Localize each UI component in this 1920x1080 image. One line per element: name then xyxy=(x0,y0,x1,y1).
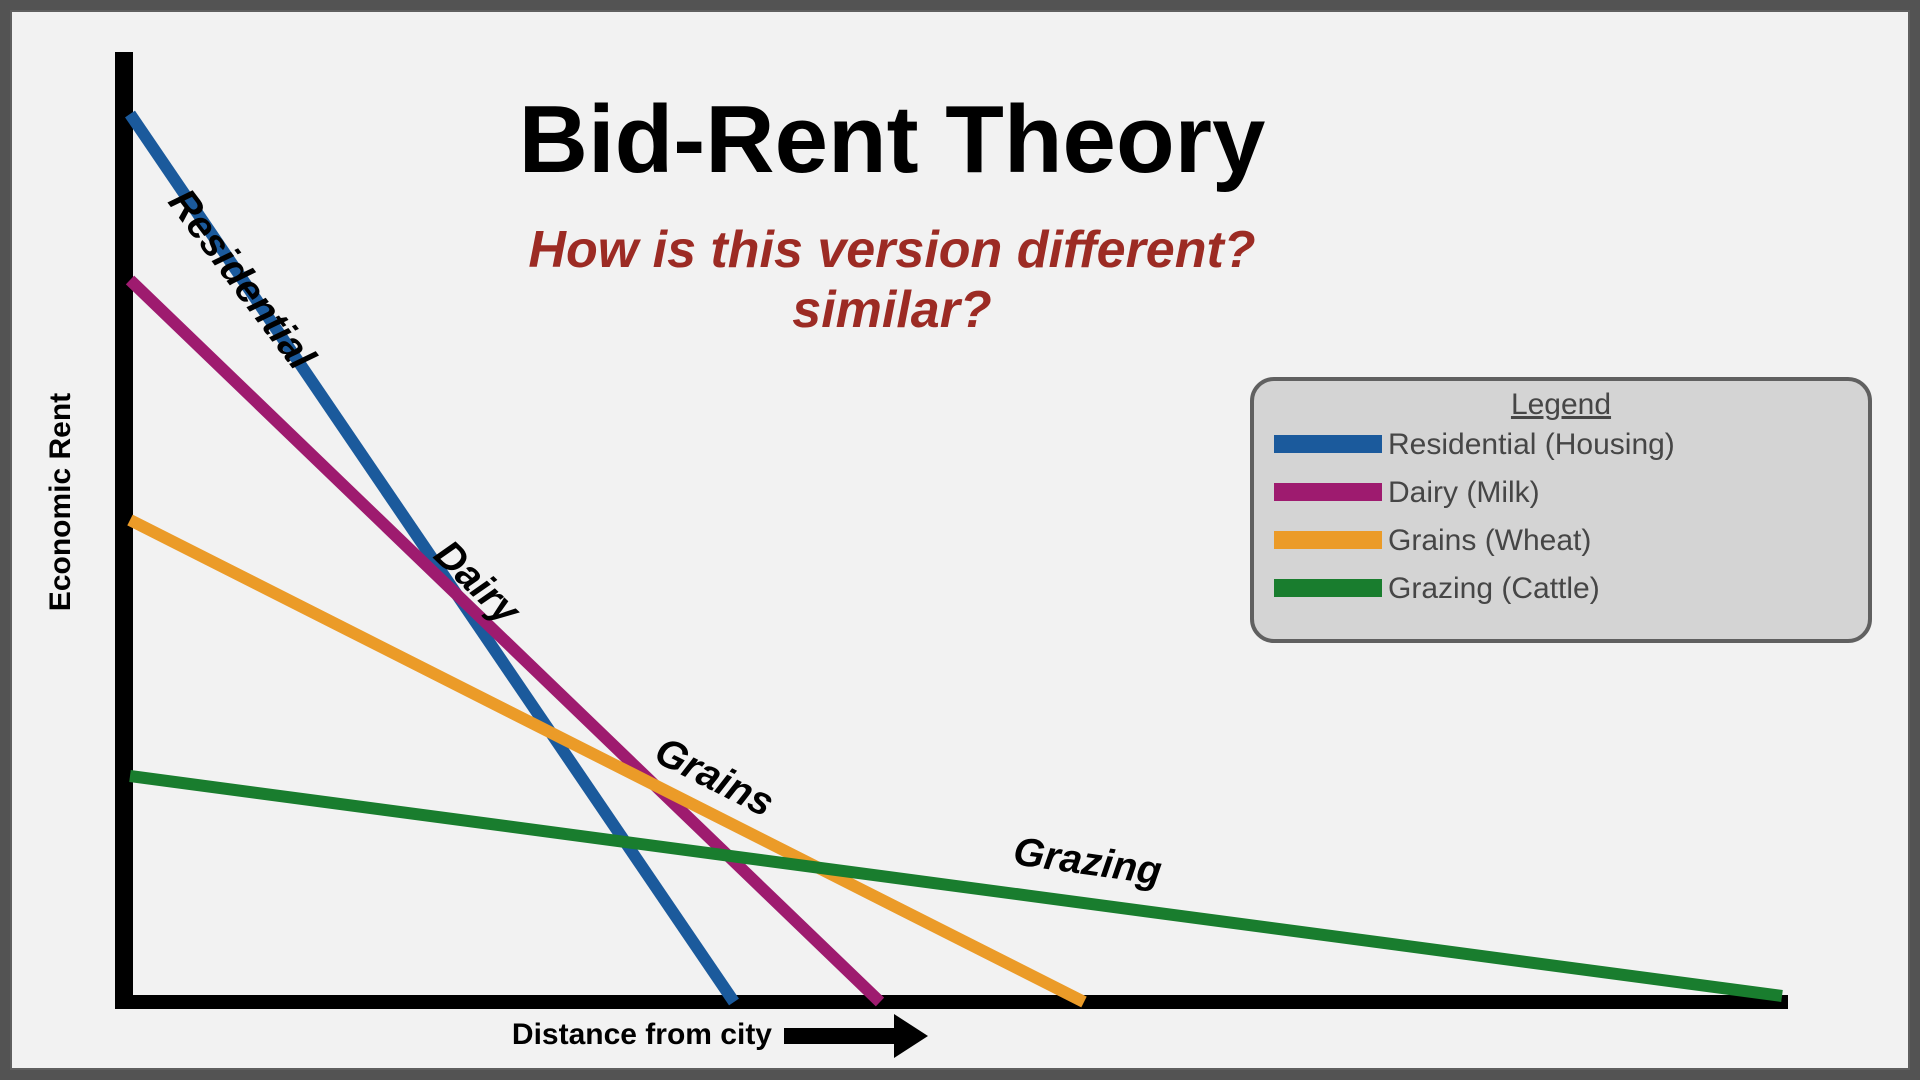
legend-swatch-0 xyxy=(1274,435,1382,453)
legend-label-3: Grazing (Cattle) xyxy=(1388,572,1600,605)
chart-title: Bid-Rent Theory xyxy=(519,86,1266,193)
legend-swatch-3 xyxy=(1274,579,1382,597)
y-axis-label: Economic Rent xyxy=(44,393,77,611)
legend-label-0: Residential (Housing) xyxy=(1388,428,1675,461)
legend-swatch-1 xyxy=(1274,483,1382,501)
series-line-dairy xyxy=(130,280,880,1002)
frame: Bid-Rent Theory How is this version diff… xyxy=(0,0,1920,1080)
bid-rent-chart: Bid-Rent Theory How is this version diff… xyxy=(12,12,1912,1072)
legend-swatch-2 xyxy=(1274,531,1382,549)
chart-subtitle-line1: How is this version different? xyxy=(528,221,1255,279)
legend-title: Legend xyxy=(1511,388,1611,421)
series-line-grains xyxy=(130,520,1084,1002)
series-line-grazing xyxy=(130,776,1782,996)
chart-subtitle-line2: similar? xyxy=(792,281,991,339)
legend-label-2: Grains (Wheat) xyxy=(1388,524,1591,557)
x-axis-arrow-icon xyxy=(784,1014,928,1058)
legend: Legend Residential (Housing) Dairy (Milk)… xyxy=(1252,379,1870,641)
chart-panel: Bid-Rent Theory How is this version diff… xyxy=(10,10,1910,1070)
series-label-residential: Residential xyxy=(160,181,324,379)
series-label-grazing: Grazing xyxy=(1011,829,1165,893)
legend-label-1: Dairy (Milk) xyxy=(1388,476,1540,509)
x-axis-label: Distance from city xyxy=(512,1018,772,1051)
